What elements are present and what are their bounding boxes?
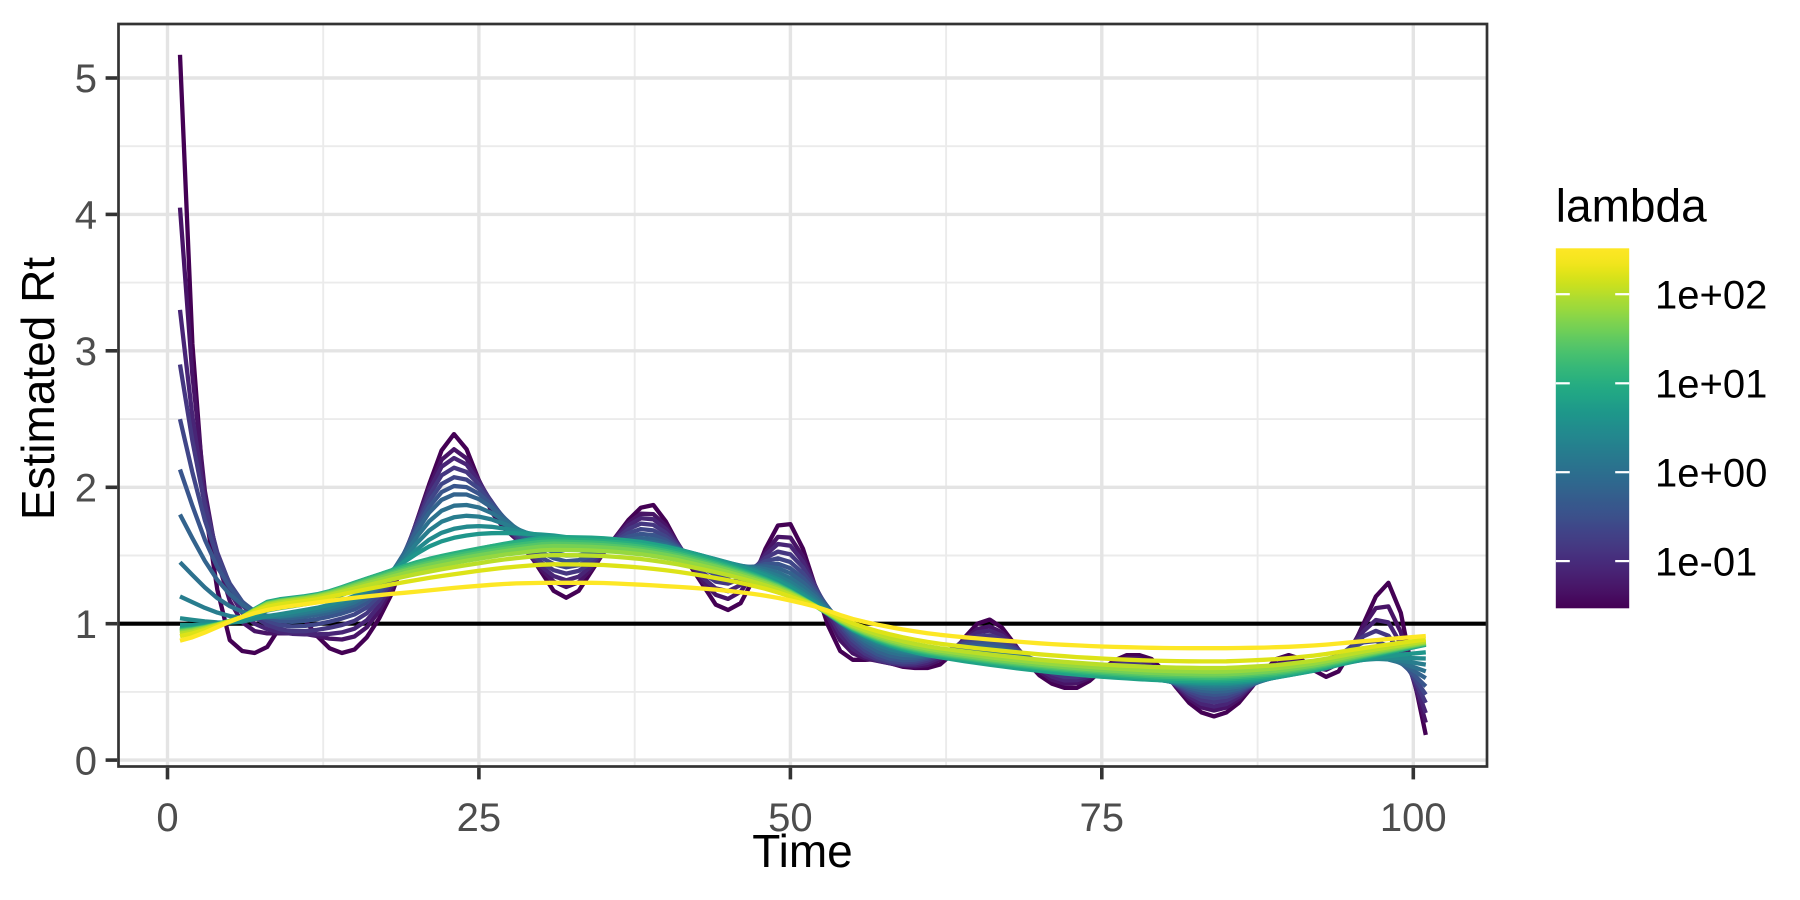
svg-text:4: 4 — [75, 194, 97, 238]
svg-text:lambda: lambda — [1556, 180, 1707, 232]
svg-text:2: 2 — [75, 467, 97, 511]
svg-text:50: 50 — [768, 796, 813, 840]
svg-text:25: 25 — [457, 796, 502, 840]
svg-text:5: 5 — [75, 57, 97, 101]
svg-text:0: 0 — [75, 739, 97, 783]
svg-text:3: 3 — [75, 330, 97, 374]
svg-text:0: 0 — [156, 796, 178, 840]
svg-text:100: 100 — [1380, 796, 1447, 840]
svg-text:Estimated Rt: Estimated Rt — [12, 257, 64, 521]
svg-text:1: 1 — [75, 603, 97, 647]
svg-text:Time: Time — [752, 825, 853, 877]
svg-text:1e-01: 1e-01 — [1655, 540, 1757, 584]
svg-text:75: 75 — [1080, 796, 1125, 840]
svg-text:1e+01: 1e+01 — [1655, 363, 1767, 407]
svg-text:1e+00: 1e+00 — [1655, 451, 1767, 495]
svg-text:1e+02: 1e+02 — [1655, 273, 1767, 317]
